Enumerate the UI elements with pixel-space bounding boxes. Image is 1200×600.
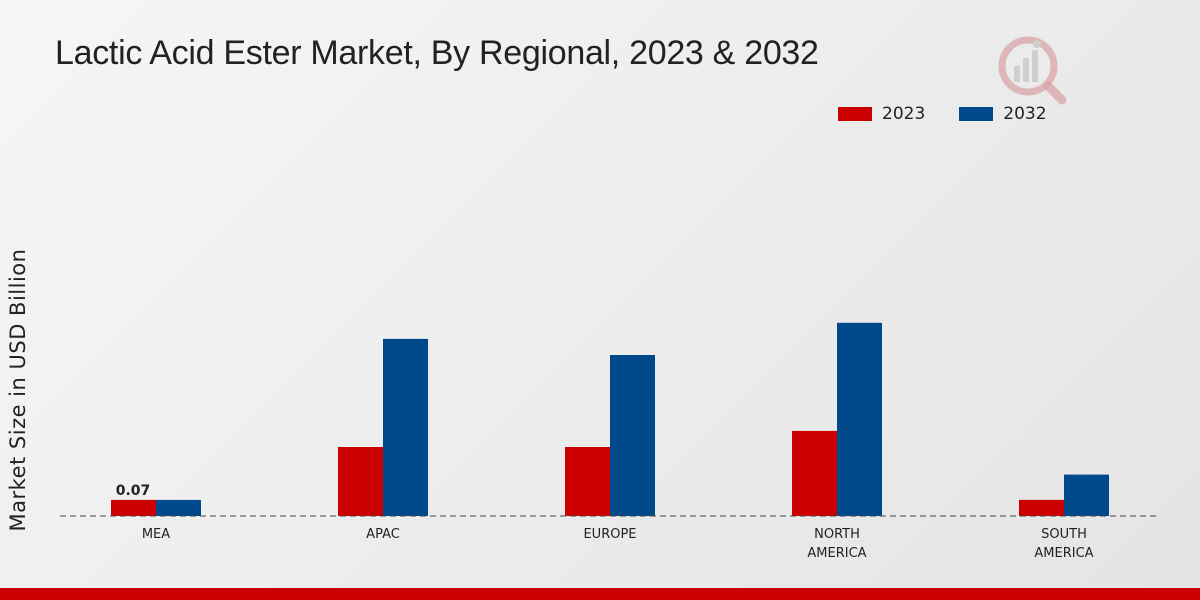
bar-2032-europe[interactable] [610,355,655,516]
legend-item-2023[interactable]: 2023 [838,104,925,124]
data-label: 0.07 [116,483,151,499]
legend-swatch-2032 [959,107,994,121]
legend-swatch-2023 [838,107,872,121]
bar-2032-south-america[interactable] [1064,474,1109,516]
bar-2023-europe[interactable] [565,447,610,516]
x-tick-label: APAC [366,527,400,542]
bar-2023-south-america[interactable] [1019,499,1064,516]
bar-2023-mea[interactable] [111,499,156,516]
chart-title: Lactic Acid Ester Market, By Regional, 2… [55,34,819,72]
bar-2032-mea[interactable] [156,499,201,516]
legend-label-2023: 2023 [882,104,926,124]
x-tick-label: MEA [142,527,170,542]
x-tick-label: SOUTH AMERICA [1034,527,1093,561]
bar-2032-apac[interactable] [383,338,428,516]
legend-item-2032[interactable]: 2032 [959,104,1047,124]
bar-2032-north-america[interactable] [837,322,882,516]
x-tick-label: EUROPE [583,527,636,542]
brand-logo-icon [998,36,1067,105]
x-tick-label: NORTH AMERICA [807,527,866,561]
bottom-accent-bar [0,588,1200,600]
bar-2023-north-america[interactable] [792,430,837,516]
bar-2023-apac[interactable] [338,447,383,516]
legend: 2023 2032 [838,104,1047,124]
legend-label-2032: 2032 [1003,104,1047,124]
